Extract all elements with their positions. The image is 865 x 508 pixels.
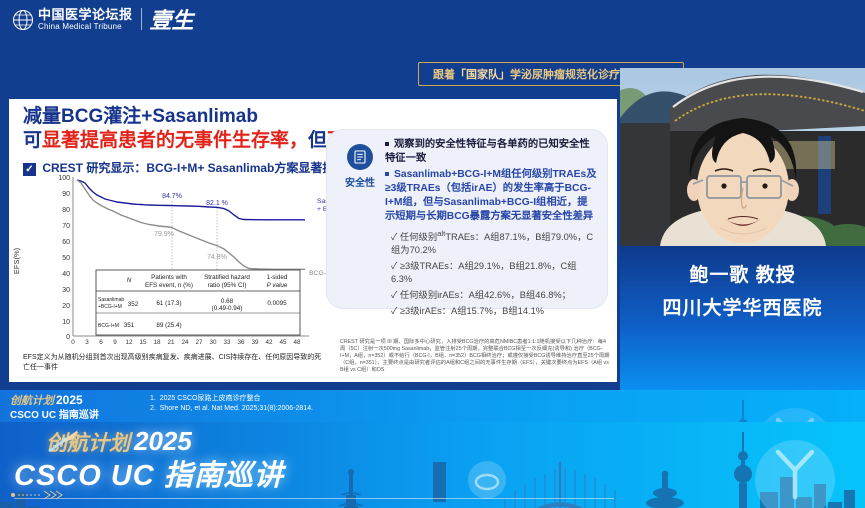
- svg-text:30: 30: [209, 339, 217, 346]
- svg-text:(0.49-0.94): (0.49-0.94): [212, 305, 243, 312]
- svg-text:Stratified hazard: Stratified hazard: [204, 274, 250, 281]
- svg-text:27: 27: [195, 339, 203, 346]
- svg-text:42: 42: [265, 339, 273, 346]
- svg-text:70: 70: [62, 223, 70, 230]
- svg-text:3: 3: [85, 339, 89, 346]
- svg-text:6: 6: [99, 339, 103, 346]
- svg-text:EFS event, n (%): EFS event, n (%): [145, 282, 193, 289]
- svg-text:74.8%: 74.8%: [207, 254, 227, 261]
- svg-text:EFS(%): EFS(%): [12, 247, 21, 274]
- svg-text:0: 0: [71, 339, 75, 346]
- svg-text:30: 30: [62, 287, 70, 294]
- svg-text:351: 351: [124, 322, 135, 329]
- svg-text:80: 80: [62, 207, 70, 214]
- svg-text:33: 33: [223, 339, 231, 346]
- svg-text:0.0095: 0.0095: [267, 300, 287, 307]
- svg-text:82.1 %: 82.1 %: [206, 200, 228, 207]
- svg-text:48: 48: [293, 339, 301, 346]
- svg-text:BCG-I+M: BCG-I+M: [98, 323, 119, 329]
- svg-text:Patients with: Patients with: [151, 274, 187, 281]
- svg-text:9: 9: [113, 339, 117, 346]
- svg-text:+BCG-I+M: +BCG-I+M: [98, 304, 122, 310]
- svg-text:36: 36: [237, 339, 245, 346]
- svg-text:90: 90: [62, 191, 70, 198]
- svg-text:84.7%: 84.7%: [162, 193, 182, 200]
- svg-text:1-sided: 1-sided: [267, 274, 288, 281]
- svg-text:P value: P value: [267, 282, 288, 289]
- svg-text:79.9%: 79.9%: [154, 231, 174, 238]
- svg-text:Sasanlimab: Sasanlimab: [98, 297, 124, 303]
- svg-text:40: 40: [62, 271, 70, 278]
- svg-text:18: 18: [153, 339, 161, 346]
- svg-text:ratio (95% CI): ratio (95% CI): [208, 282, 247, 289]
- svg-text:21: 21: [167, 339, 175, 346]
- svg-text:24: 24: [181, 339, 189, 346]
- svg-text:12: 12: [125, 339, 133, 346]
- svg-text:60: 60: [62, 239, 70, 246]
- svg-text:20: 20: [62, 303, 70, 310]
- svg-text:0: 0: [66, 334, 70, 341]
- svg-text:0.68: 0.68: [221, 298, 234, 305]
- svg-text:N: N: [127, 277, 132, 284]
- svg-text:50: 50: [62, 255, 70, 262]
- svg-text:61 (17.3): 61 (17.3): [156, 300, 181, 307]
- svg-text:352: 352: [128, 301, 139, 308]
- svg-text:100: 100: [58, 175, 70, 182]
- svg-text:10: 10: [62, 319, 70, 326]
- svg-text:45: 45: [279, 339, 287, 346]
- svg-text:39: 39: [251, 339, 259, 346]
- svg-text:15: 15: [139, 339, 147, 346]
- svg-text:89 (25.4): 89 (25.4): [156, 322, 181, 329]
